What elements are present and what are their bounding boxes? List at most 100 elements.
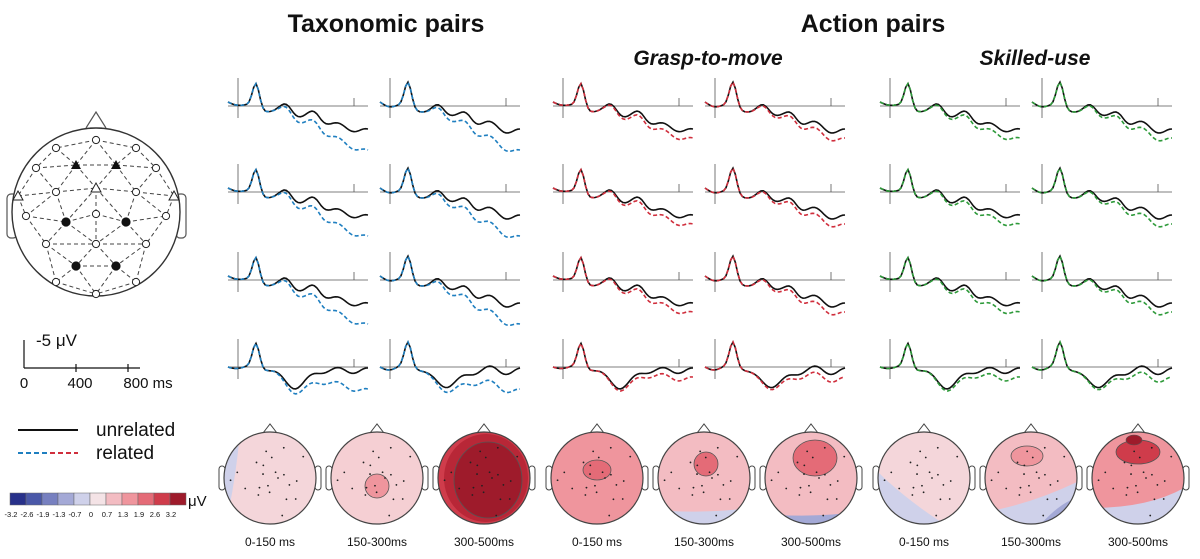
tw-skilled-3: 300-500ms: [1108, 535, 1168, 549]
scale-amplitude: -5 μV: [36, 331, 78, 350]
erp-panel: [1031, 339, 1173, 391]
waveform-unrelated: [1031, 254, 1173, 308]
tw-tax-2: 150-300ms: [347, 535, 407, 549]
waveform-unrelated: [879, 167, 1021, 219]
erp-waveforms: [227, 78, 1173, 395]
waveform-unrelated: [704, 166, 846, 220]
erp-panel: [879, 164, 1021, 227]
tw-tax-1: 0-150 ms: [245, 535, 295, 549]
colorbar-tick: -3.2: [5, 510, 18, 519]
colorbar-tick: -2.6: [21, 510, 34, 519]
colorbar-tick: 0.7: [102, 510, 112, 519]
erp-panel: [704, 252, 846, 316]
colorbar-swatch: [89, 492, 107, 506]
colorbar-tick: -1.3: [53, 510, 66, 519]
erp-panel: [227, 339, 369, 395]
erp-panel: [552, 78, 694, 141]
waveform-related: [552, 255, 694, 315]
electrode-open: [51, 277, 61, 287]
erp-panel: [379, 252, 521, 327]
waveform-related: [1031, 340, 1173, 391]
waveform-unrelated: [552, 167, 694, 219]
colorbar-swatch: [9, 492, 27, 506]
electrode-open: [151, 163, 161, 173]
topo-map: [545, 423, 649, 525]
scale-tick-0: 0: [20, 375, 28, 392]
waveform-unrelated: [1031, 166, 1173, 220]
waveform-related: [879, 255, 1021, 315]
colorbar-swatch: [153, 492, 171, 506]
erp-panel: [1031, 252, 1173, 316]
waveform-unrelated: [879, 341, 1021, 390]
colorbar: μV -3.2 -2.6 -1.9 -1.3 -0.7 0 0.7 1.3 1.9 2.6 3.2: [5, 492, 207, 519]
waveform-unrelated: [379, 166, 521, 220]
electrode-filled: [111, 261, 121, 271]
tw-grasp-2: 150-300ms: [674, 535, 734, 549]
colorbar-swatch: [121, 492, 139, 506]
waveform-related: [704, 254, 845, 316]
header-action: Action pairs: [801, 10, 945, 38]
waveform-unrelated: [552, 255, 694, 307]
erp-panel: [1031, 78, 1173, 142]
waveform-unrelated: [879, 255, 1021, 307]
time-labels: 0-150 ms 150-300ms 300-500ms 0-150 ms 15…: [245, 535, 1168, 549]
waveform-related: [227, 81, 369, 151]
colorbar-swatch: [137, 492, 155, 506]
colorbar-tick: 1.9: [134, 510, 144, 519]
colorbar-unit: μV: [188, 493, 207, 510]
erp-panel: [552, 252, 694, 315]
electrode-open: [51, 143, 61, 153]
erp-panel: [227, 78, 369, 151]
header-taxonomic: Taxonomic pairs: [288, 10, 485, 38]
waveform-related: [552, 81, 694, 141]
waveform-related: [879, 167, 1021, 227]
electrode-filled: [61, 217, 71, 227]
erp-panel: [704, 164, 846, 228]
topo-map: [432, 423, 536, 525]
colorbar-swatch: [105, 492, 123, 506]
waveform-unrelated: [704, 340, 846, 389]
erp-panel: [879, 252, 1021, 315]
waveform-unrelated: [1031, 340, 1173, 389]
electrode-filled: [71, 261, 81, 271]
electrode-open: [91, 135, 101, 145]
erp-panel: [1031, 164, 1173, 228]
electrode-open: [141, 239, 151, 249]
waveform-related: [1031, 166, 1172, 228]
subheader-grasp: Grasp-to-move: [633, 47, 783, 70]
colorbar-swatch: [73, 492, 91, 506]
waveform-related: [1031, 80, 1172, 142]
topo-map: [325, 423, 429, 525]
erp-panel: [379, 339, 521, 394]
tw-grasp-3: 300-500ms: [781, 535, 841, 549]
electrode-filled: [121, 217, 131, 227]
erp-panel: [552, 164, 694, 227]
erp-panel: [379, 78, 521, 153]
erp-panel: [227, 164, 369, 237]
waveform-unrelated: [1031, 80, 1173, 134]
colorbar-tick: -1.9: [37, 510, 50, 519]
waveform-unrelated: [227, 341, 369, 390]
waveform-related: [379, 340, 521, 394]
electrode-filled-triangle: [71, 160, 81, 169]
topo-map: [872, 423, 976, 525]
waveform-unrelated: [227, 81, 369, 133]
electrode-open: [131, 143, 141, 153]
waveform-unrelated: [704, 254, 846, 308]
electrode-open-triangle: [168, 189, 180, 201]
electrode-open-triangle: [12, 189, 24, 201]
waveform-related: [379, 166, 521, 239]
waveform-related: [227, 255, 369, 325]
electrode-open: [21, 211, 31, 221]
waveform-unrelated: [379, 254, 521, 308]
electrode-open-triangle: [90, 181, 102, 193]
waveform-related: [704, 80, 845, 142]
waveform-unrelated: [379, 80, 521, 134]
electrode-open: [91, 239, 101, 249]
waveform-related: [227, 341, 369, 395]
colorbar-tick: 2.6: [150, 510, 160, 519]
erp-panel: [704, 78, 846, 142]
topographic-maps: [218, 423, 1190, 525]
electrode-filled-triangle: [111, 160, 121, 169]
erp-panel: [879, 339, 1021, 392]
